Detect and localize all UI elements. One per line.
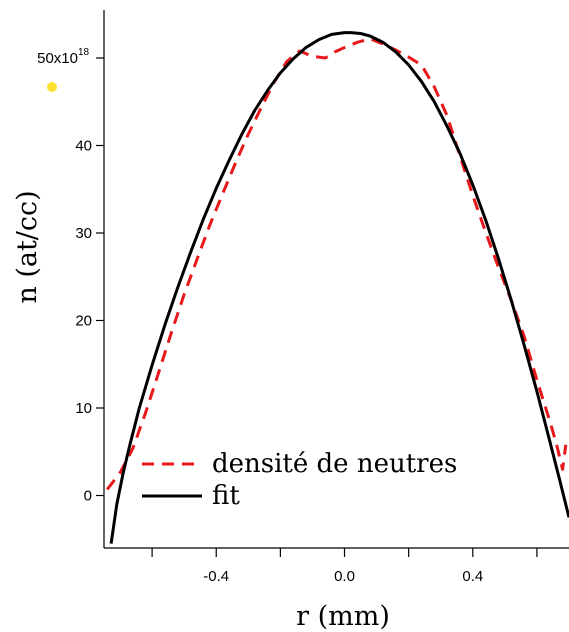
y-tick-label: 10 [75,400,92,417]
legend: densité de neutres fit [142,449,457,511]
y-tick-label: 40 [75,138,92,155]
y-tick-label: 50x10 [37,50,78,67]
series-layer [106,31,569,544]
y-tick-label: 30 [75,225,92,242]
yellow-dot-marker [47,82,57,92]
y-tick-label: 0 [84,488,92,505]
legend-item-fit: fit [142,481,240,511]
series-line-densite [106,37,568,491]
y-tick-label: 20 [75,313,92,330]
x-ticks: -0.4 0.0 0.4 [151,548,538,585]
y-tick-exponent: 18 [78,47,90,58]
x-tick-label: 0.0 [334,568,355,585]
legend-label-fit: fit [212,481,240,511]
axes [103,10,569,549]
legend-item-densite: densité de neutres [142,449,457,479]
x-tick-label: 0.4 [462,568,483,585]
x-tick-label: -0.4 [203,568,229,585]
y-axis-title: n (at/cc) [12,190,43,303]
y-ticks: 0 10 20 30 40 50x10 18 [37,47,104,505]
series-line-fit [109,31,569,544]
x-axis-title: r (mm) [296,601,390,632]
legend-label-densite: densité de neutres [212,449,457,479]
